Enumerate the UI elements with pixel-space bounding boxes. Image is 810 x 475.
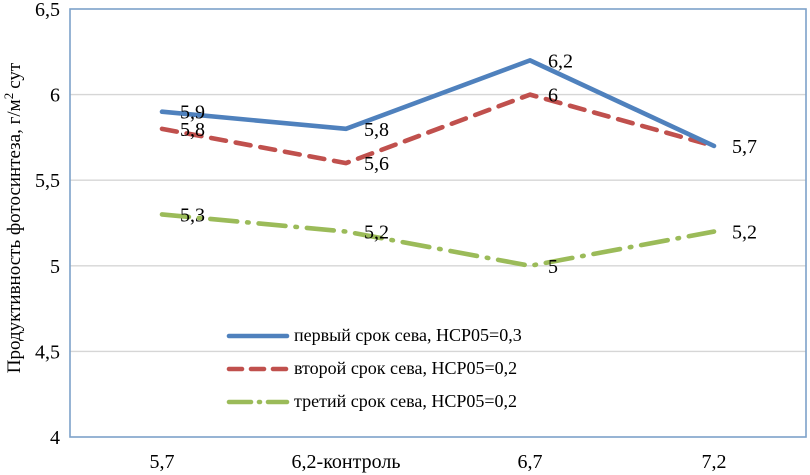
legend-swatch-line xyxy=(226,399,290,404)
data-label: 5,6 xyxy=(364,153,389,175)
legend-item-1: второй срок сева, НСР05=0,2 xyxy=(226,358,522,379)
legend-swatch-line xyxy=(226,366,290,371)
data-label: 6,2 xyxy=(548,50,573,72)
legend-item-0: первый срок сева, НСР05=0,3 xyxy=(226,325,522,346)
legend-label: второй срок сева, НСР05=0,2 xyxy=(294,358,518,378)
x-tick-label: 7,2 xyxy=(702,451,727,473)
legend-swatch-line xyxy=(226,333,290,338)
data-labels-layer: 5,95,86,25,75,85,665,35,255,2 xyxy=(180,50,757,277)
series-line-2 xyxy=(159,212,717,269)
y-tick-label: 6 xyxy=(50,85,60,107)
data-label: 5,2 xyxy=(732,222,757,244)
x-tick-label: 6,7 xyxy=(518,451,543,473)
series-line-1 xyxy=(159,92,717,166)
legend-label: первый срок сева, НСР05=0,3 xyxy=(294,325,522,345)
data-label: 5,2 xyxy=(364,222,389,244)
y-tick-label: 4,5 xyxy=(35,341,60,363)
chart-legend: первый срок сева, НСР05=0,3 второй срок с… xyxy=(226,325,522,412)
y-axis-title: Продуктивность фотосинтеза, г/м2сут xyxy=(1,62,25,373)
data-label: 5,7 xyxy=(732,136,757,158)
x-tick-label: 5,7 xyxy=(150,451,175,473)
legend-label: третий срок сева, НСР05=0,2 xyxy=(294,391,518,411)
y-tick-label: 5,5 xyxy=(35,170,60,192)
data-label: 5,8 xyxy=(180,119,205,141)
data-label: 5,8 xyxy=(364,119,389,141)
data-label: 6 xyxy=(548,85,558,107)
y-tick-label: 5 xyxy=(50,256,60,278)
x-axis-tick-labels: 5,7 6,2-контроль 6,7 7,2 xyxy=(150,451,727,473)
x-tick-label: 6,2-контроль xyxy=(292,451,401,473)
y-tick-label: 6,5 xyxy=(35,0,60,21)
data-label: 5,3 xyxy=(180,204,205,226)
series-layer xyxy=(159,58,717,269)
data-label: 5 xyxy=(548,256,558,278)
series-line-0 xyxy=(159,58,717,149)
plot-border xyxy=(69,8,807,438)
y-tick-label: 4 xyxy=(50,427,60,449)
y-axis-tick-labels: 6,5 6 5,5 5 4,5 4 xyxy=(35,0,60,449)
legend-item-2: третий срок сева, НСР05=0,2 xyxy=(226,391,522,412)
data-label: 5,9 xyxy=(180,102,205,124)
